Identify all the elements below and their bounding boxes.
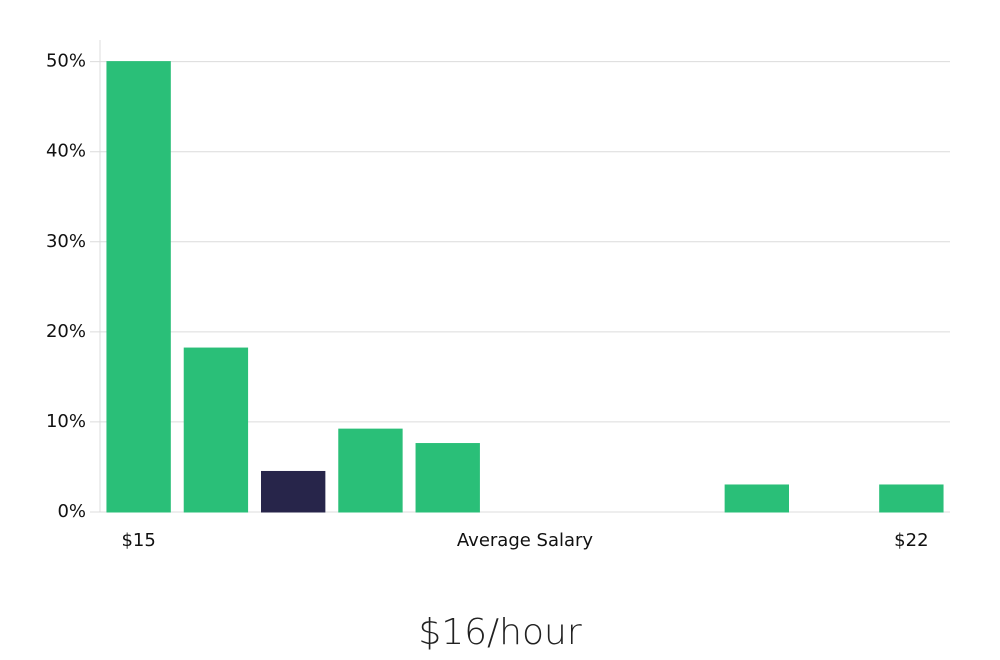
y-tick-label: 0% [57, 501, 86, 522]
bar [261, 470, 326, 513]
bar [183, 347, 249, 513]
y-tick-label: 50% [46, 51, 86, 72]
bar [338, 428, 403, 513]
y-tick-label: 20% [46, 321, 86, 342]
y-tick-label: 40% [46, 141, 86, 162]
bar [724, 484, 789, 513]
bar [879, 484, 944, 513]
x-tick-label: $22 [894, 530, 928, 551]
x-tick-label: $15 [121, 530, 155, 551]
bar [415, 443, 480, 513]
x-axis-label: Average Salary [457, 530, 594, 551]
y-tick-label: 30% [46, 231, 86, 252]
bar [106, 61, 171, 513]
y-tick-label: 10% [46, 411, 86, 432]
footer-value: $16/hour [418, 612, 582, 653]
